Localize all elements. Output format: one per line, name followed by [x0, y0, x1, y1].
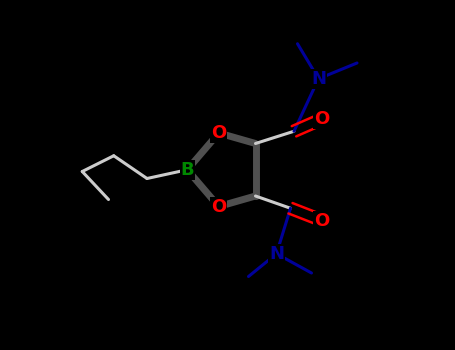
Text: N: N: [311, 70, 326, 88]
Text: O: O: [211, 197, 227, 216]
Text: O: O: [314, 211, 329, 230]
Text: N: N: [269, 245, 284, 263]
Text: B: B: [181, 161, 194, 179]
Text: O: O: [314, 110, 329, 128]
Text: O: O: [211, 124, 227, 142]
